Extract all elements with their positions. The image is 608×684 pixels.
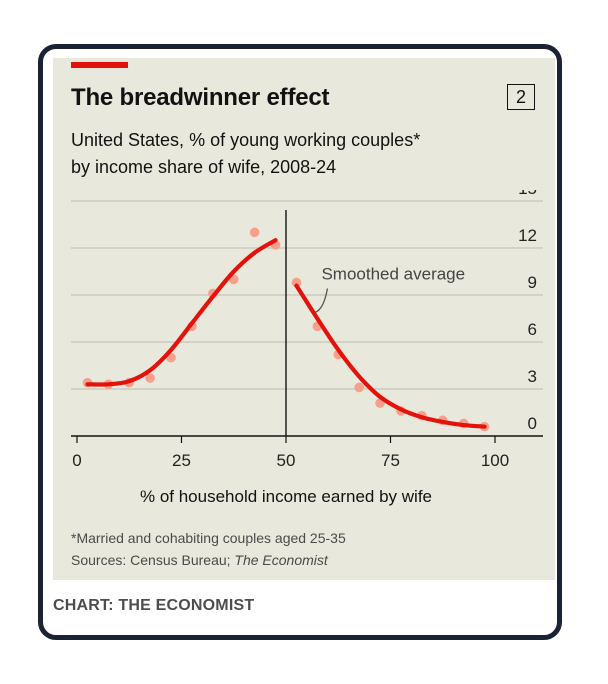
x-tick-label-0: 0 [72,451,81,470]
chart-number-badge: 2 [507,84,535,110]
x-tick-label-75: 75 [381,451,400,470]
subtitle-line-2: by income share of wife, 2008-24 [71,157,337,177]
chart-subtitle: United States, % of young working couple… [71,127,541,181]
x-tick-label-100: 100 [481,451,509,470]
data-point-13 [354,382,364,393]
annotation-leader [314,288,329,314]
data-point-3 [145,373,155,383]
smoothed-line-below-half [85,238,278,387]
chart-credit: CHART: THE ECONOMIST [53,597,255,614]
chart-title: The breadwinner effect [71,84,330,111]
sources-publication: The Economist [234,552,328,568]
accent-bar [71,62,128,68]
x-tick-label-50: 50 [277,451,296,470]
subtitle-line-1: United States, % of young working couple… [71,130,421,150]
data-point-8 [249,227,260,238]
sources-prefix: Sources: Census Bureau; [71,552,235,568]
y-tick-label-9: 9 [528,273,537,292]
y-tick-label-0: 0 [528,414,537,433]
y-tick-label-12: 12 [518,226,537,245]
x-axis-label: % of household income earned by wife [140,487,432,506]
breadwinner-chart: 0 3 6 9 12 15 0 25 50 75 100 % of household income … [71,190,543,506]
y-tick-label-15: 15 [518,190,537,198]
y-tick-label-6: 6 [528,320,537,339]
chart-panel [53,58,555,580]
y-tick-label-3: 3 [528,367,537,386]
sources-line: Sources: Census Bureau; The Economist [71,549,346,571]
annotation-smoothed-average: Smoothed average [321,264,465,283]
data-point-10 [291,277,302,288]
footnote-block: *Married and cohabiting couples aged 25-… [71,527,346,571]
smoothed-line-above-half [294,283,487,429]
footnote-text: *Married and cohabiting couples aged 25-… [71,530,346,546]
x-tick-label-25: 25 [172,451,191,470]
